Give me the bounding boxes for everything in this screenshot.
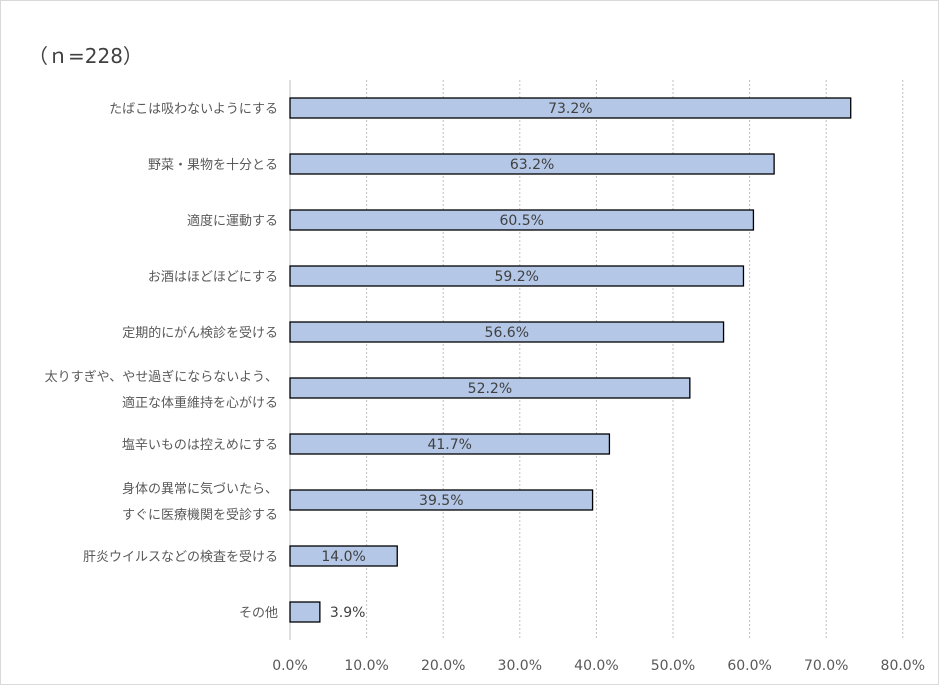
category-label: その他 (239, 606, 278, 621)
data-label: 41.7% (427, 437, 471, 453)
data-label: 3.9% (330, 605, 366, 621)
bar (289, 377, 691, 399)
category-label: 野菜・果物を十分とる (148, 158, 278, 173)
x-tick-label: 0.0% (272, 658, 308, 674)
category-label: たばこは吸わないようにする (109, 102, 278, 117)
x-tick-label: 50.0% (651, 658, 695, 674)
bar (289, 433, 611, 455)
bar (289, 265, 745, 287)
bar (289, 321, 725, 343)
x-tick-label: 80.0% (881, 658, 925, 674)
bar (289, 153, 775, 175)
data-label: 52.2% (468, 381, 512, 397)
x-tick-label: 20.0% (421, 658, 465, 674)
data-label: 73.2% (548, 101, 592, 117)
data-label: 59.2% (494, 269, 538, 285)
category-label: 適度に運動する (187, 213, 278, 229)
x-tick-label: 60.0% (727, 658, 771, 674)
category-label: すぐに医療機関を受診する (122, 507, 278, 523)
category-label: 身体の異常に気づいたら、 (122, 481, 278, 497)
x-tick-label: 40.0% (574, 658, 618, 674)
x-tick-label: 30.0% (498, 658, 542, 674)
sample-size-label: （ｎ=228） (28, 44, 143, 68)
bar (289, 97, 852, 119)
x-tick-label: 10.0% (344, 658, 388, 674)
category-label: お酒はほどほどにする (148, 270, 278, 285)
data-label: 39.5% (419, 493, 463, 509)
bar (289, 601, 321, 623)
bar (289, 209, 755, 231)
data-label: 60.5% (499, 213, 543, 229)
category-label: 適正な体重維持を心がける (122, 395, 278, 411)
category-label: 定期的にがん検診を受ける (122, 325, 278, 341)
category-label: 塩辛いものは控えめにする (122, 438, 278, 453)
data-label: 14.0% (321, 549, 365, 565)
category-label: 太りすぎや、やせ過ぎにならないよう、 (45, 370, 278, 385)
data-label: 56.6% (485, 325, 529, 341)
bar (289, 545, 398, 567)
x-tick-label: 70.0% (804, 658, 848, 674)
category-label: 肝炎ウイルスなどの検査を受ける (83, 550, 278, 565)
bar (289, 489, 594, 511)
data-label: 63.2% (510, 157, 554, 173)
